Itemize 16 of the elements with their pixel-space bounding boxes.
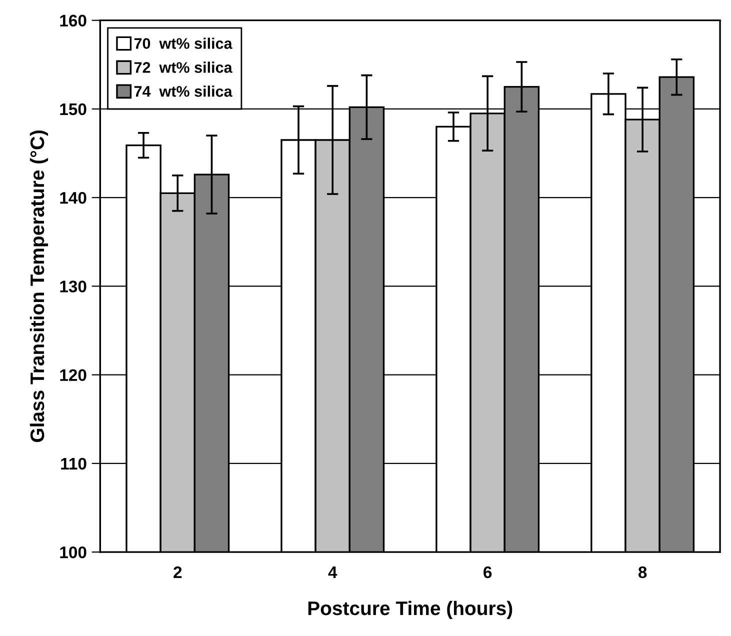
y-tick-label: 120 <box>60 369 86 382</box>
legend-label: 72 wt% silica <box>134 62 232 73</box>
x-axis-title: Postcure Time (hours) <box>308 600 512 620</box>
y-tick-label: 110 <box>61 458 86 470</box>
y-tick-label: 130 <box>60 280 86 292</box>
x-tick-label: 6 <box>484 566 492 578</box>
x-tick-label: 2 <box>174 566 182 578</box>
y-tick-label: 150 <box>60 103 86 116</box>
x-tick-label: 4 <box>328 566 338 578</box>
legend-label: 70 wt% silica <box>134 38 232 49</box>
y-axis-title: Glass Transition Temperature (°C) <box>30 130 48 442</box>
y-tick-label: 160 <box>60 14 86 27</box>
y-tick-label: 140 <box>60 192 86 204</box>
legend-label: 74 wt% silica <box>134 86 232 97</box>
y-tick-label: 100 <box>60 546 86 558</box>
x-tick-label: 8 <box>638 566 647 578</box>
